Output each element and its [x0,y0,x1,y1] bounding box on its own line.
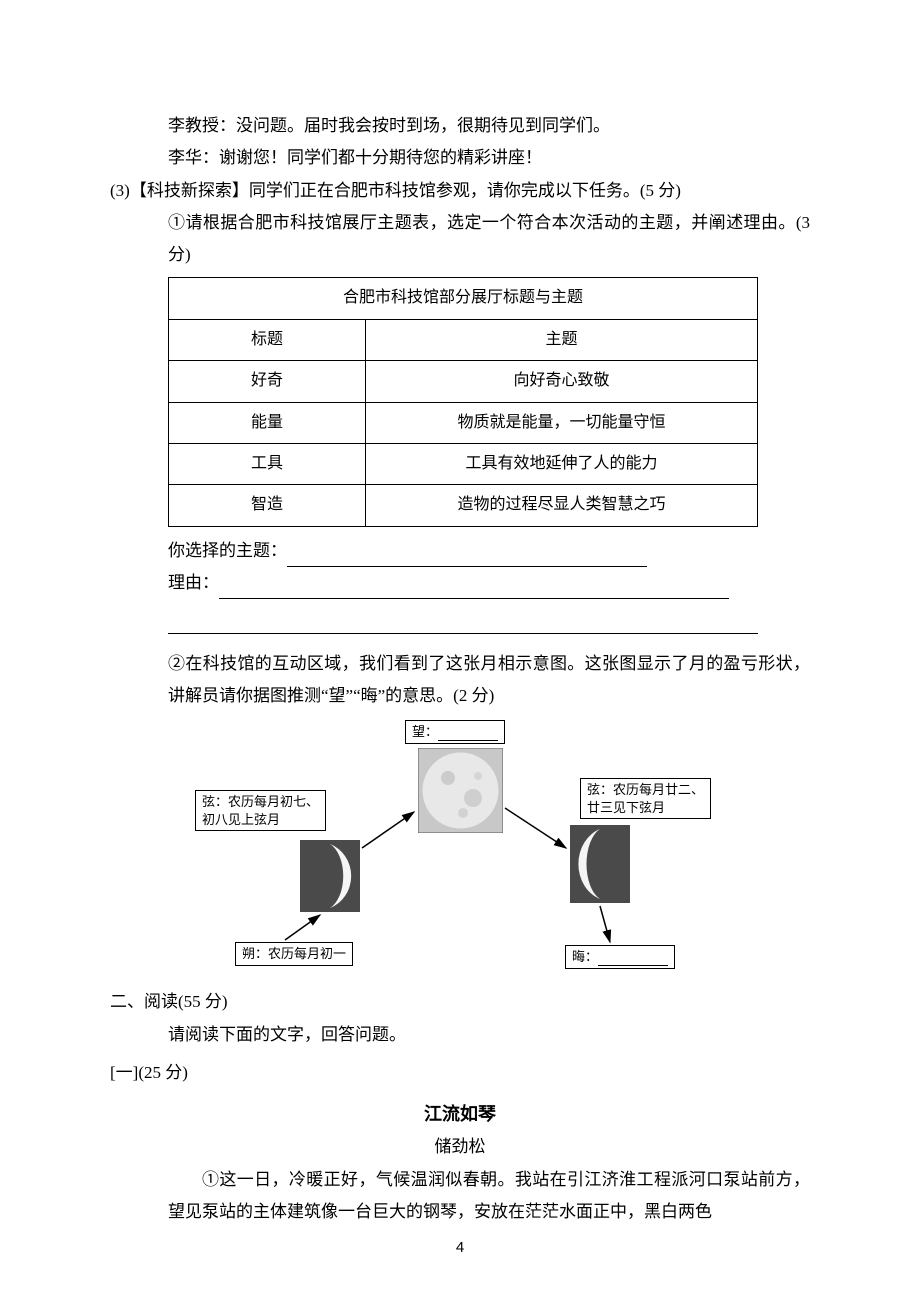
table-cell-title: 工具 [169,444,366,485]
table-cell-theme: 造物的过程尽显人类智慧之巧 [366,485,758,526]
question-3-prompt: (3)【科技新探索】同学们正在合肥市科技馆参观，请你完成以下任务。(5 分) [110,175,810,207]
moon-phase-diagram: 望： 弦：农历每月初七、 初八见上弦月 弦：农历每月廿二、 廿三见下弦月 [180,720,740,980]
reading-paragraph-1: ①这一日，冷暖正好，气候温润似春朝。我站在引江济淮工程派河口泵站前方，望见泵站的… [110,1164,810,1229]
section-2-sub: [一](25 分) [110,1057,810,1089]
reason-blank-2[interactable] [168,605,758,633]
section-2-instruction: 请阅读下面的文字，回答问题。 [110,1019,810,1051]
reading-title: 江流如琴 [110,1097,810,1131]
question-3-sub1: ①请根据合肥市科技馆展厅主题表，选定一个符合本次活动的主题，并阐述理由。(3 分… [110,207,810,272]
choose-theme-label: 你选择的主题： [168,541,287,560]
table-cell-title: 智造 [169,485,366,526]
page-number: 4 [0,1234,920,1263]
diagram-arrows [180,720,740,980]
table-row: 能量 物质就是能量，一切能量守恒 [169,402,758,443]
table-cell-theme: 向好奇心致敬 [366,361,758,402]
table-head-theme: 主题 [366,319,758,360]
table-cell-theme: 物质就是能量，一切能量守恒 [366,402,758,443]
dialog-lihua-line: 李华：谢谢您！同学们都十分期待您的精彩讲座！ [110,142,810,174]
choose-theme-blank[interactable] [287,546,647,567]
table-cell-title: 好奇 [169,361,366,402]
table-row: 智造 造物的过程尽显人类智慧之巧 [169,485,758,526]
section-2-heading: 二、阅读(55 分) [110,986,810,1018]
table-head-title: 标题 [169,319,366,360]
dialog-professor-line: 李教授：没问题。届时我会按时到场，很期待见到同学们。 [110,110,810,142]
table-caption: 合肥市科技馆部分展厅标题与主题 [169,278,758,319]
table-cell-title: 能量 [169,402,366,443]
choose-theme-line: 你选择的主题： [110,535,810,567]
table-cell-theme: 工具有效地延伸了人的能力 [366,444,758,485]
reading-author: 储劲松 [110,1131,810,1163]
reason-blank-1[interactable] [219,578,729,599]
exhibit-table: 合肥市科技馆部分展厅标题与主题 标题 主题 好奇 向好奇心致敬 能量 物质就是能… [168,277,758,526]
reason-label: 理由： [168,573,219,592]
table-row: 工具 工具有效地延伸了人的能力 [169,444,758,485]
question-3-sub2: ②在科技馆的互动区域，我们看到了这张月相示意图。这张图显示了月的盈亏形状，讲解员… [110,648,810,713]
table-row: 好奇 向好奇心致敬 [169,361,758,402]
reason-line: 理由： [110,567,810,599]
